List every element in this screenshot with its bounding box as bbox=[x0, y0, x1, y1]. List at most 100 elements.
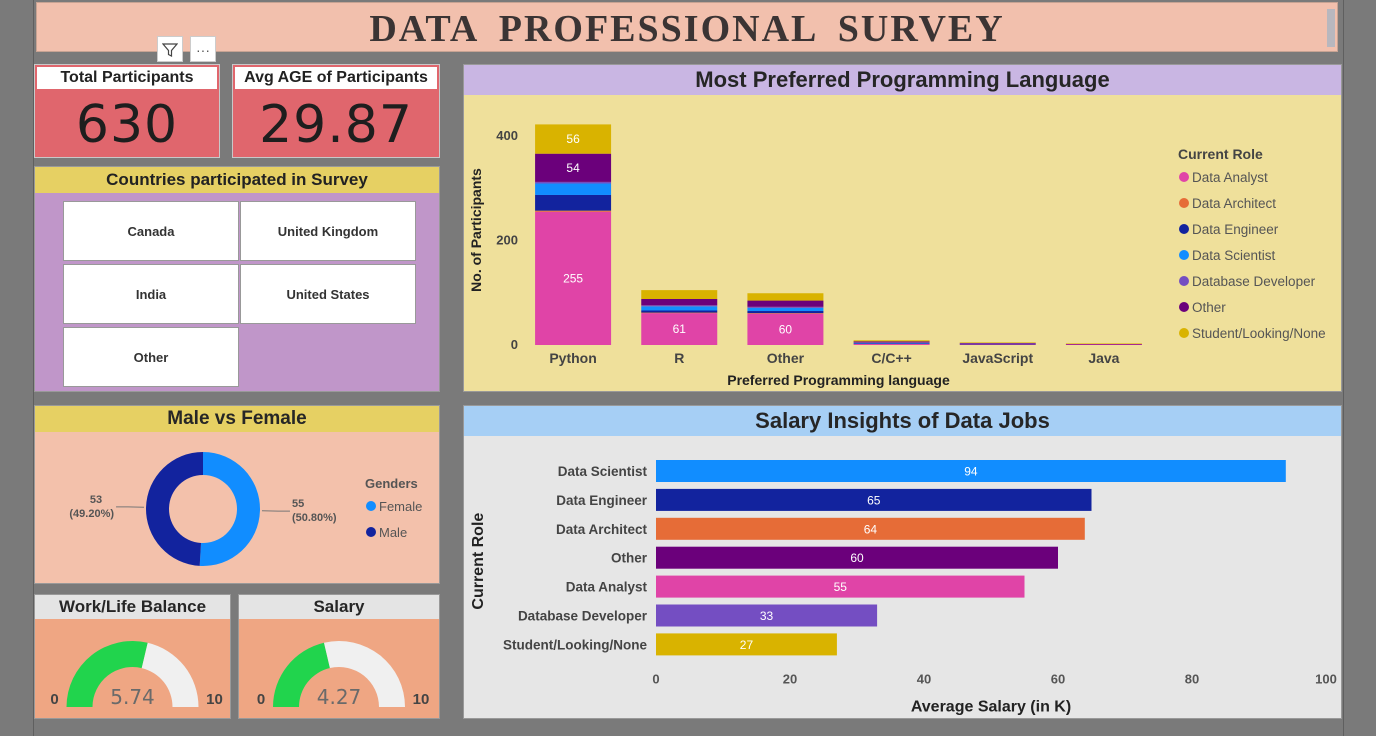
y-tick-label: Data Architect bbox=[556, 522, 648, 537]
y-tick-label: Data Scientist bbox=[558, 464, 648, 479]
bar-data-architect[interactable] bbox=[656, 517, 1085, 540]
data-label: 56 bbox=[566, 132, 580, 146]
gauge-title: Salary bbox=[239, 595, 439, 619]
gauge-work-life-balance[interactable]: 5.74 0 10 bbox=[35, 619, 230, 718]
bar-other-data-analyst[interactable] bbox=[747, 313, 824, 345]
filter-icon[interactable] bbox=[157, 36, 183, 62]
x-tick-label: 100 bbox=[1315, 671, 1337, 686]
x-tick-label: Java bbox=[1088, 350, 1119, 366]
gauge-fill-arc bbox=[66, 641, 148, 707]
slice-female[interactable] bbox=[199, 452, 260, 566]
bar-python-data-engineer[interactable] bbox=[535, 194, 612, 211]
bar-r-data-analyst[interactable] bbox=[641, 313, 718, 345]
y-tick-label: Data Analyst bbox=[566, 580, 648, 595]
gauge-max-label: 10 bbox=[206, 691, 223, 708]
bar-other[interactable] bbox=[656, 546, 1058, 569]
bar-java-student-looking-none[interactable] bbox=[1065, 343, 1142, 344]
legend-swatch-database-developer bbox=[1179, 276, 1189, 286]
bar-r-database-developer[interactable] bbox=[641, 305, 718, 307]
kpi-value: 29.87 bbox=[259, 95, 413, 155]
legend-label: Other bbox=[1192, 300, 1226, 315]
bar-c-c-other[interactable] bbox=[853, 341, 930, 343]
bar-other-other[interactable] bbox=[747, 300, 824, 307]
bar-other-data-engineer[interactable] bbox=[747, 311, 824, 314]
x-tick-label: 0 bbox=[652, 671, 659, 686]
bar-java-other[interactable] bbox=[1065, 343, 1142, 345]
country-tile-united-states[interactable]: United States bbox=[240, 264, 416, 324]
bar-java-data-analyst[interactable] bbox=[1065, 344, 1142, 345]
bar-c-c-student-looking-none[interactable] bbox=[853, 340, 930, 342]
gauge-min-label: 0 bbox=[50, 691, 58, 708]
legend-swatch-data-architect bbox=[1179, 198, 1189, 208]
bar-python-data-scientist[interactable] bbox=[535, 183, 612, 195]
bar-javascript-database-developer[interactable] bbox=[959, 343, 1036, 344]
language-chart-title: Most Preferred Programming Language bbox=[464, 65, 1341, 95]
bar-c-c-data-scientist[interactable] bbox=[853, 342, 930, 344]
bar-python-data-architect[interactable] bbox=[535, 210, 612, 212]
x-tick-label: JavaScript bbox=[962, 350, 1033, 366]
bar-other-student-looking-none[interactable] bbox=[747, 293, 824, 301]
bar-r-student-looking-none[interactable] bbox=[641, 290, 718, 299]
country-tile-india[interactable]: India bbox=[63, 264, 239, 324]
language-chart[interactable]: 0 200 400 No. of Participants 255 54 56 Python 6… bbox=[464, 95, 1341, 391]
bar-data-scientist[interactable] bbox=[656, 460, 1286, 482]
country-tile-canada[interactable]: Canada bbox=[63, 201, 239, 261]
kpi-avg-age[interactable]: Avg AGE of Participants 29.87 bbox=[232, 64, 440, 158]
legend-title: Current Role bbox=[1178, 146, 1263, 162]
bar-c-c-data-engineer[interactable] bbox=[853, 343, 930, 344]
kpi-total-participants[interactable]: Total Participants 630 bbox=[34, 64, 220, 158]
bar-javascript-student-looking-none[interactable] bbox=[959, 342, 1036, 343]
legend-swatch-data-engineer bbox=[1179, 224, 1189, 234]
y-tick-label: Database Developer bbox=[518, 609, 648, 624]
bar-data-engineer[interactable] bbox=[656, 488, 1092, 511]
bar-r-data-architect[interactable] bbox=[641, 312, 718, 314]
more-options-icon[interactable]: ··· bbox=[190, 36, 216, 62]
legend-swatch-male bbox=[366, 527, 376, 537]
bar-data-analyst[interactable] bbox=[656, 575, 1025, 598]
salary-chart-title: Salary Insights of Data Jobs bbox=[464, 406, 1341, 436]
canvas-edge-right bbox=[1343, 0, 1344, 736]
data-label: 61 bbox=[673, 322, 687, 336]
bar-r-data-engineer[interactable] bbox=[641, 310, 718, 313]
slice-male[interactable] bbox=[145, 452, 203, 566]
bar-student-looking-none[interactable] bbox=[656, 633, 837, 656]
dashboard-title-bar: DATA PROFESSIONAL SURVEY bbox=[36, 2, 1338, 52]
legend-label: Data Analyst bbox=[1192, 170, 1268, 185]
gauge-salary[interactable]: 4.27 0 10 bbox=[239, 619, 439, 718]
bar-javascript-other[interactable] bbox=[959, 342, 1036, 344]
bar-database-developer[interactable] bbox=[656, 604, 878, 627]
bar-javascript-data-engineer[interactable] bbox=[959, 343, 1036, 345]
bar-c-c-database-developer[interactable] bbox=[853, 342, 930, 343]
country-tile-united-kingdom[interactable]: United Kingdom bbox=[240, 201, 416, 261]
legend-label: Female bbox=[379, 499, 422, 514]
x-tick-label: 20 bbox=[783, 671, 797, 686]
data-label: 94 bbox=[964, 465, 978, 479]
bar-python-other[interactable] bbox=[535, 153, 612, 182]
bar-r-data-scientist[interactable] bbox=[641, 306, 718, 311]
bar-c-c-data-analyst[interactable] bbox=[853, 343, 930, 345]
legend-swatch-female bbox=[366, 501, 376, 511]
countries-title: Countries participated in Survey bbox=[35, 167, 439, 193]
salary-chart[interactable]: 94 Data Scientist 65 Data Engineer 64 Data Ar… bbox=[464, 436, 1341, 718]
bar-other-database-developer[interactable] bbox=[747, 306, 824, 308]
gender-chart-panel: Male vs Female 55 (50.80%) 53 (49.20%) Gende… bbox=[34, 405, 440, 584]
gender-chart-title: Male vs Female bbox=[35, 406, 439, 432]
bar-javascript-data-analyst[interactable] bbox=[959, 344, 1036, 345]
bar-other-data-architect[interactable] bbox=[747, 313, 824, 314]
x-axis-title: Average Salary (in K) bbox=[911, 698, 1071, 715]
data-label: 64 bbox=[864, 522, 878, 536]
kpi-label: Avg AGE of Participants bbox=[235, 67, 437, 89]
slice-percent-label: (49.20%) bbox=[69, 508, 114, 520]
bar-python-student-looking-none[interactable] bbox=[535, 124, 612, 154]
title-scrollbar[interactable] bbox=[1327, 9, 1335, 47]
bar-other-data-scientist[interactable] bbox=[747, 307, 824, 312]
gender-chart[interactable]: 55 (50.80%) 53 (49.20%) Genders Female Male bbox=[35, 432, 439, 583]
country-tile-other[interactable]: Other bbox=[63, 327, 239, 387]
y-tick-label: Student/Looking/None bbox=[503, 637, 647, 652]
canvas-edge-left bbox=[33, 0, 34, 736]
y-axis-title: No. of Participants bbox=[468, 168, 484, 292]
bar-r-other[interactable] bbox=[641, 299, 718, 306]
gauge-value: 4.27 bbox=[317, 685, 362, 709]
bar-python-data-analyst[interactable] bbox=[535, 211, 612, 345]
bar-python-database-developer[interactable] bbox=[535, 181, 612, 184]
